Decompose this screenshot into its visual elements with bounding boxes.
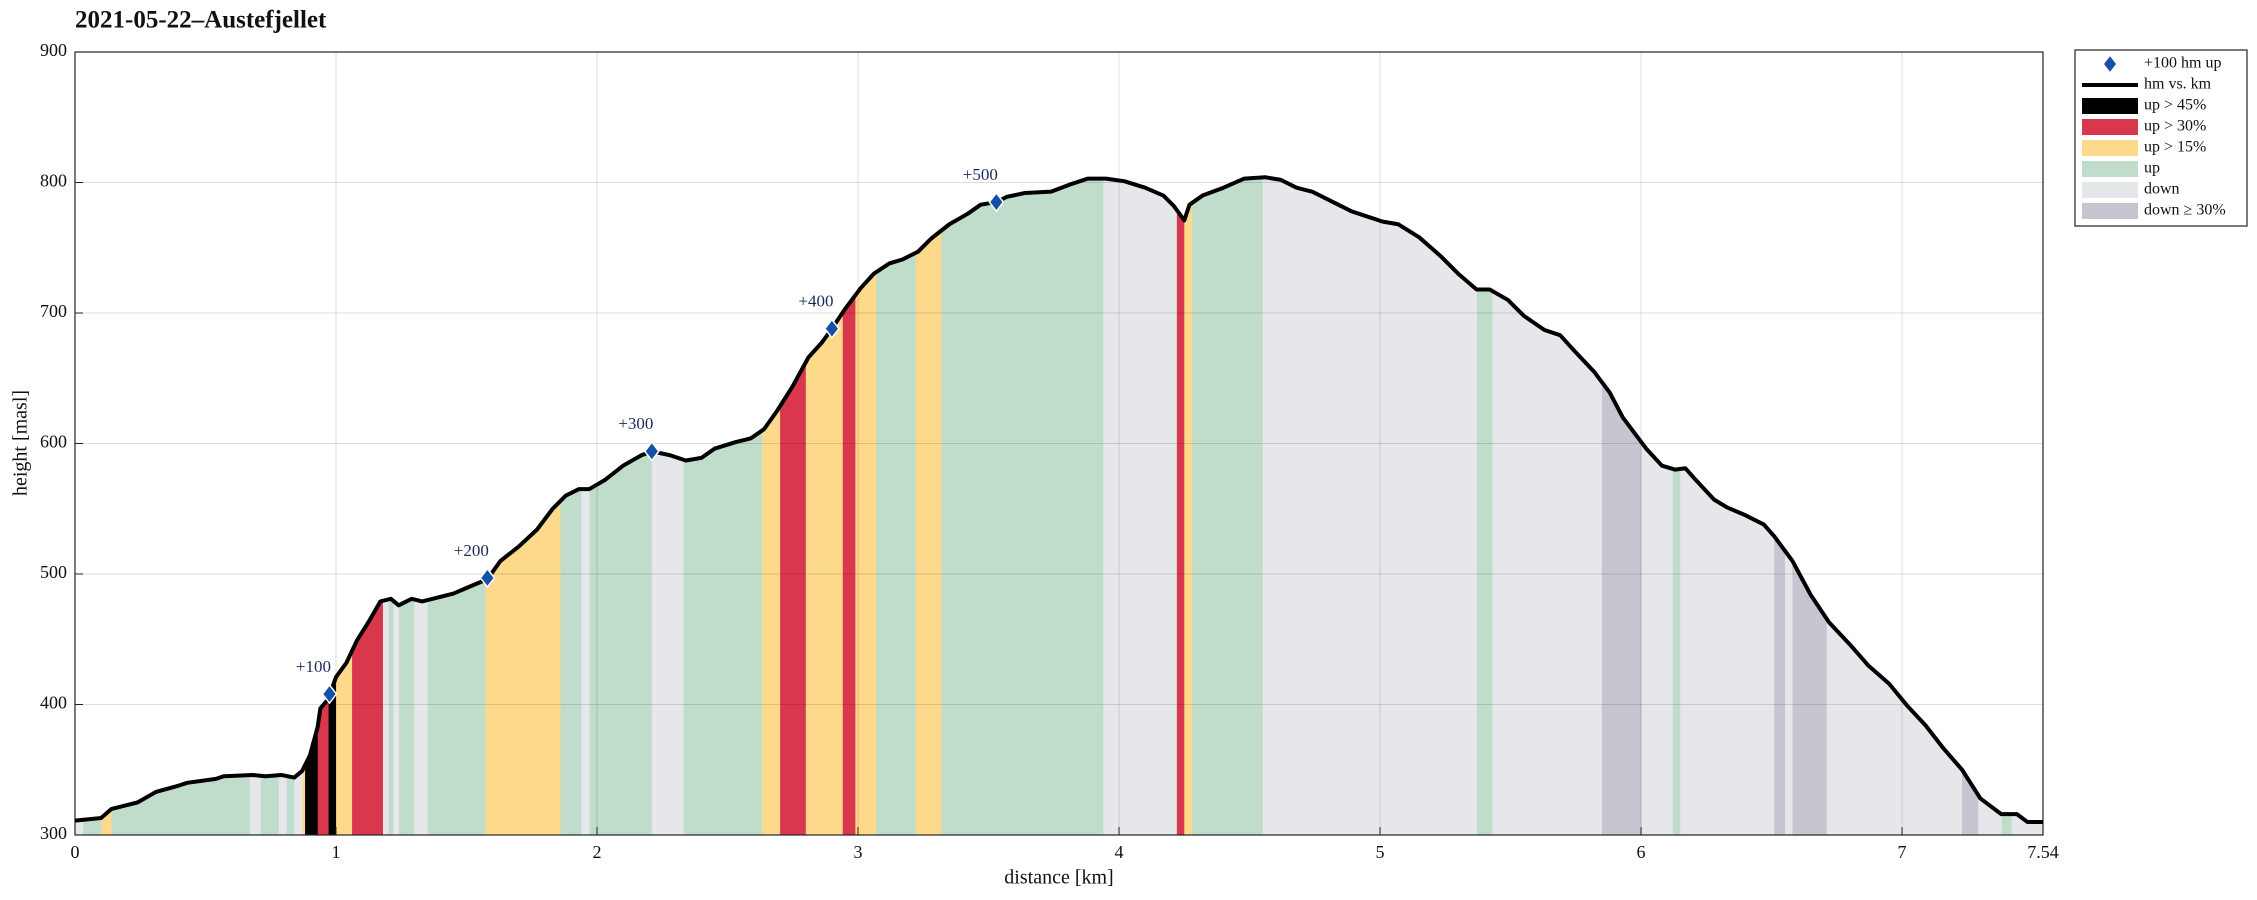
legend-label: up [2144, 160, 2160, 177]
y-tick-label: 400 [40, 693, 67, 713]
legend-label: down ≥ 30% [2144, 202, 2226, 219]
legend-label: up > 45% [2144, 97, 2206, 114]
class-span [876, 177, 916, 835]
class-span [941, 177, 1104, 835]
x-tick-label: 2 [593, 842, 602, 862]
legend-label: up > 30% [2144, 118, 2206, 135]
plot-frame [74, 51, 2044, 836]
milestone-marker [479, 567, 496, 589]
y-tick-label: 600 [40, 432, 67, 452]
x-axis-label: distance [km] [1004, 867, 1113, 889]
milestone-label: +500 [963, 165, 998, 184]
y-tick-label: 900 [40, 40, 67, 60]
legend-swatch [2082, 140, 2138, 156]
class-span [1262, 177, 1478, 835]
legend-swatch [2082, 119, 2138, 135]
x-tick-label: 5 [1376, 842, 1385, 862]
milestone-marker [988, 191, 1005, 213]
milestone-label: +100 [296, 657, 331, 676]
x-tick-label: 6 [1637, 842, 1646, 862]
class-span [1176, 177, 1185, 835]
y-tick-label: 300 [40, 823, 67, 843]
class-span [1184, 177, 1193, 835]
legend-swatch [2082, 98, 2138, 114]
class-span [915, 177, 942, 835]
y-tick-label: 500 [40, 562, 67, 582]
milestone-marker [823, 318, 840, 339]
profile-line [74, 175, 2043, 824]
milestone-label: +300 [618, 414, 653, 433]
legend-label: hm vs. km [2144, 76, 2212, 93]
x-tick-label: 7.54 [2027, 842, 2059, 862]
legend-label: down [2144, 181, 2180, 198]
milestone-label: +400 [798, 292, 833, 311]
legend-swatch [2082, 182, 2138, 198]
legend-symbol [2104, 56, 2116, 72]
legend-label: up > 15% [2144, 139, 2206, 156]
chart-title: 2021-05-22–Austefjellet [75, 7, 327, 34]
class-span [855, 177, 877, 835]
y-tick-label: 700 [40, 301, 67, 321]
x-tick-label: 3 [854, 842, 863, 862]
milestone-marker [321, 683, 338, 705]
class-span [1103, 177, 1177, 835]
x-tick-label: 7 [1898, 842, 1907, 862]
y-tick-label: 800 [40, 171, 67, 191]
class-span [1476, 177, 1493, 835]
legend-label: +100 hm up [2144, 55, 2221, 72]
legend-swatch [2082, 161, 2138, 177]
class-span [1192, 177, 1263, 835]
class-span [1672, 177, 1681, 835]
class-span [842, 177, 856, 835]
milestone-marker [643, 440, 660, 462]
milestone-label: +200 [454, 541, 489, 560]
x-tick-label: 1 [332, 842, 341, 862]
y-axis-label: height [masl] [10, 390, 32, 496]
class-span [581, 177, 590, 835]
legend-swatch [2082, 203, 2138, 219]
x-tick-label: 0 [71, 842, 80, 862]
x-tick-label: 4 [1115, 842, 1124, 862]
